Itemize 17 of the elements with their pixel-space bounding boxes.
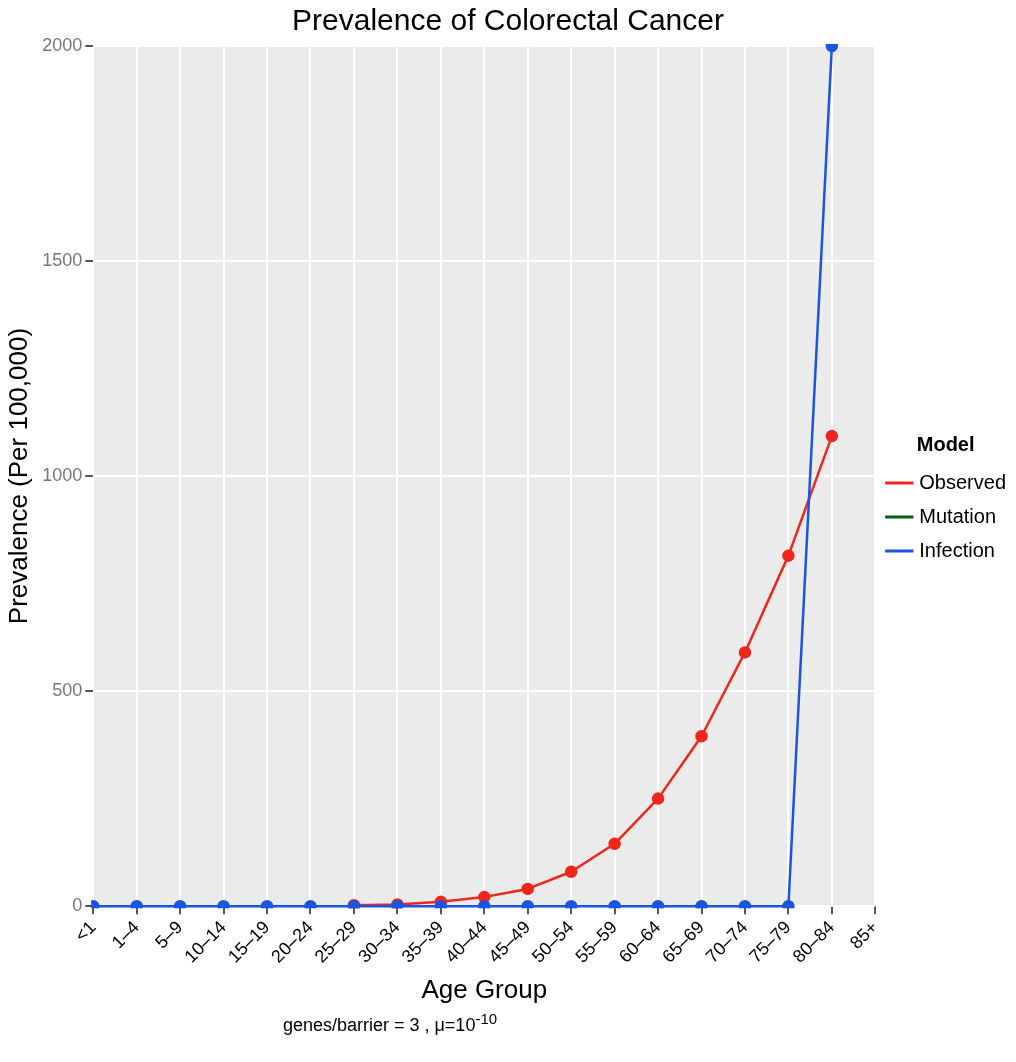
legend-label: Observed [919,470,1007,493]
x-axis-title: Age Group [421,973,548,1004]
x-tick-label: <1 [70,916,100,946]
legend-label: Infection [919,538,995,561]
legend-title: Model [916,432,975,455]
y-tick-label: 1500 [42,250,83,270]
y-tick-label: 500 [52,680,83,701]
y-axis-title: Prevalence (Per 100,000) [2,327,33,625]
x-tick-label: 1–4 [107,916,144,953]
y-tick-label: 1000 [42,465,83,486]
y-tick-label: 0 [72,895,83,916]
chart-title: Prevalence of Colorectal Cancer [292,3,724,37]
text: genes/barrier = 3 , μ=10$^{-10}$ [281,1010,499,1036]
y-tick-label: 2000 [42,34,83,55]
x-tick-label: 85+ [845,916,882,953]
legend-label: Mutation [919,504,997,527]
x-tick-label: 5–9 [151,916,187,953]
